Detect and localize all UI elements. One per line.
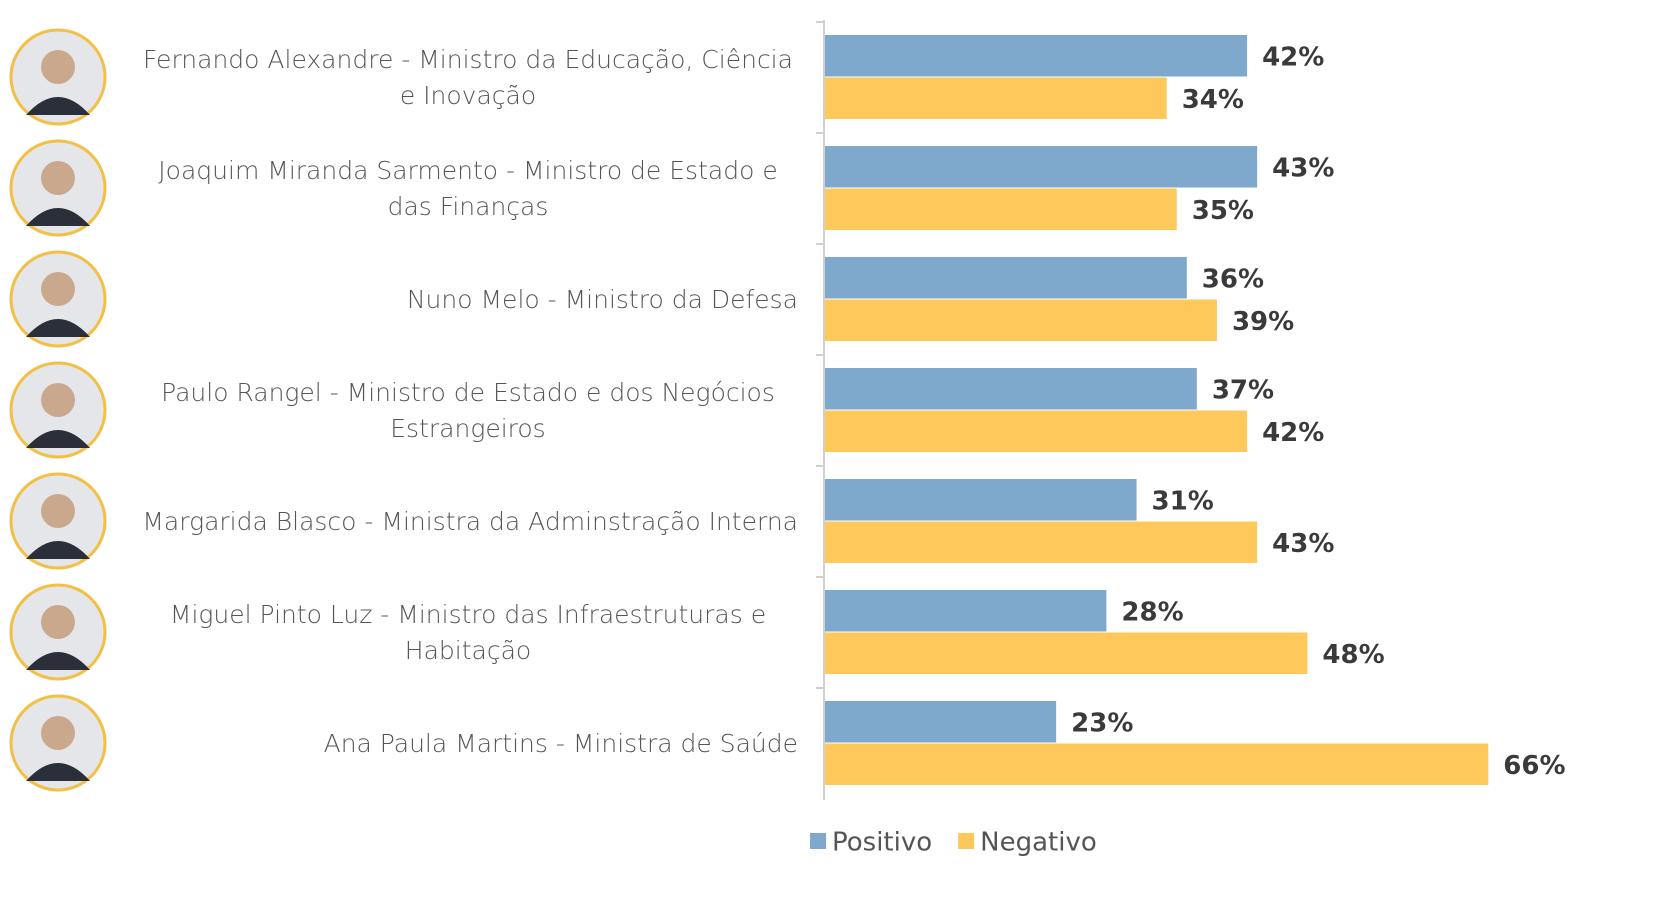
bar [825, 590, 1106, 632]
category-label-box: Ana Paula Martins - Ministra de Saúde [138, 696, 798, 792]
value-label: 31% [1152, 487, 1214, 517]
category-label-box: Miguel Pinto Luz - Ministro das Infraest… [138, 585, 798, 681]
category-label: Margarida Blasco - Ministra da Adminstra… [142, 504, 798, 540]
photo-head [41, 716, 75, 750]
photo-head [41, 494, 75, 528]
value-label: 34% [1182, 85, 1244, 115]
value-label: 36% [1202, 265, 1264, 295]
bar [825, 146, 1257, 188]
bar [825, 522, 1257, 564]
value-label: 28% [1121, 598, 1183, 628]
photo-head [41, 383, 75, 417]
legend-label: Positivo [832, 828, 932, 858]
bar [825, 300, 1217, 342]
value-label: 42% [1262, 418, 1324, 448]
value-label: 35% [1192, 196, 1254, 226]
photo-head [41, 161, 75, 195]
category-label-box: Nuno Melo - Ministro da Defesa [138, 252, 798, 348]
value-label: 43% [1272, 529, 1334, 559]
legend-swatch [810, 833, 826, 849]
value-label: 43% [1272, 154, 1334, 184]
value-label: 66% [1503, 751, 1565, 781]
photo-head [41, 50, 75, 84]
photo-head [41, 272, 75, 306]
category-label-box: Margarida Blasco - Ministra da Adminstra… [138, 474, 798, 570]
chart: 42% 34% 43% 35% 36% 39% 37% 42% 31% 43% 28% 48% 23% 6… [0, 0, 1671, 914]
bar [825, 78, 1167, 120]
bar [825, 633, 1307, 675]
photo-head [41, 605, 75, 639]
category-label: Miguel Pinto Luz - Ministro das Infraest… [138, 597, 798, 669]
category-label: Ana Paula Martins - Ministra de Saúde [324, 726, 798, 762]
value-label: 39% [1232, 307, 1294, 337]
legend-label: Negativo [980, 828, 1097, 858]
category-label: Fernando Alexandre - Ministro da Educaçã… [138, 42, 798, 114]
bar [825, 411, 1247, 453]
bar [825, 479, 1137, 521]
bar [825, 35, 1247, 77]
bar [825, 744, 1488, 786]
bar [825, 189, 1177, 231]
bar [825, 701, 1056, 743]
legend-swatch [958, 833, 974, 849]
value-label: 42% [1262, 43, 1324, 73]
category-label-box: Fernando Alexandre - Ministro da Educaçã… [138, 30, 798, 126]
value-label: 37% [1212, 376, 1274, 406]
bar [825, 257, 1187, 299]
value-label: 48% [1322, 640, 1384, 670]
category-label: Joaquim Miranda Sarmento - Ministro de E… [138, 153, 798, 225]
category-label: Nuno Melo - Ministro da Defesa [407, 282, 798, 318]
category-label-box: Joaquim Miranda Sarmento - Ministro de E… [138, 141, 798, 237]
category-label-box: Paulo Rangel - Ministro de Estado e dos … [138, 363, 798, 459]
category-label: Paulo Rangel - Ministro de Estado e dos … [138, 375, 798, 447]
bar [825, 368, 1197, 410]
value-label: 23% [1071, 709, 1133, 739]
